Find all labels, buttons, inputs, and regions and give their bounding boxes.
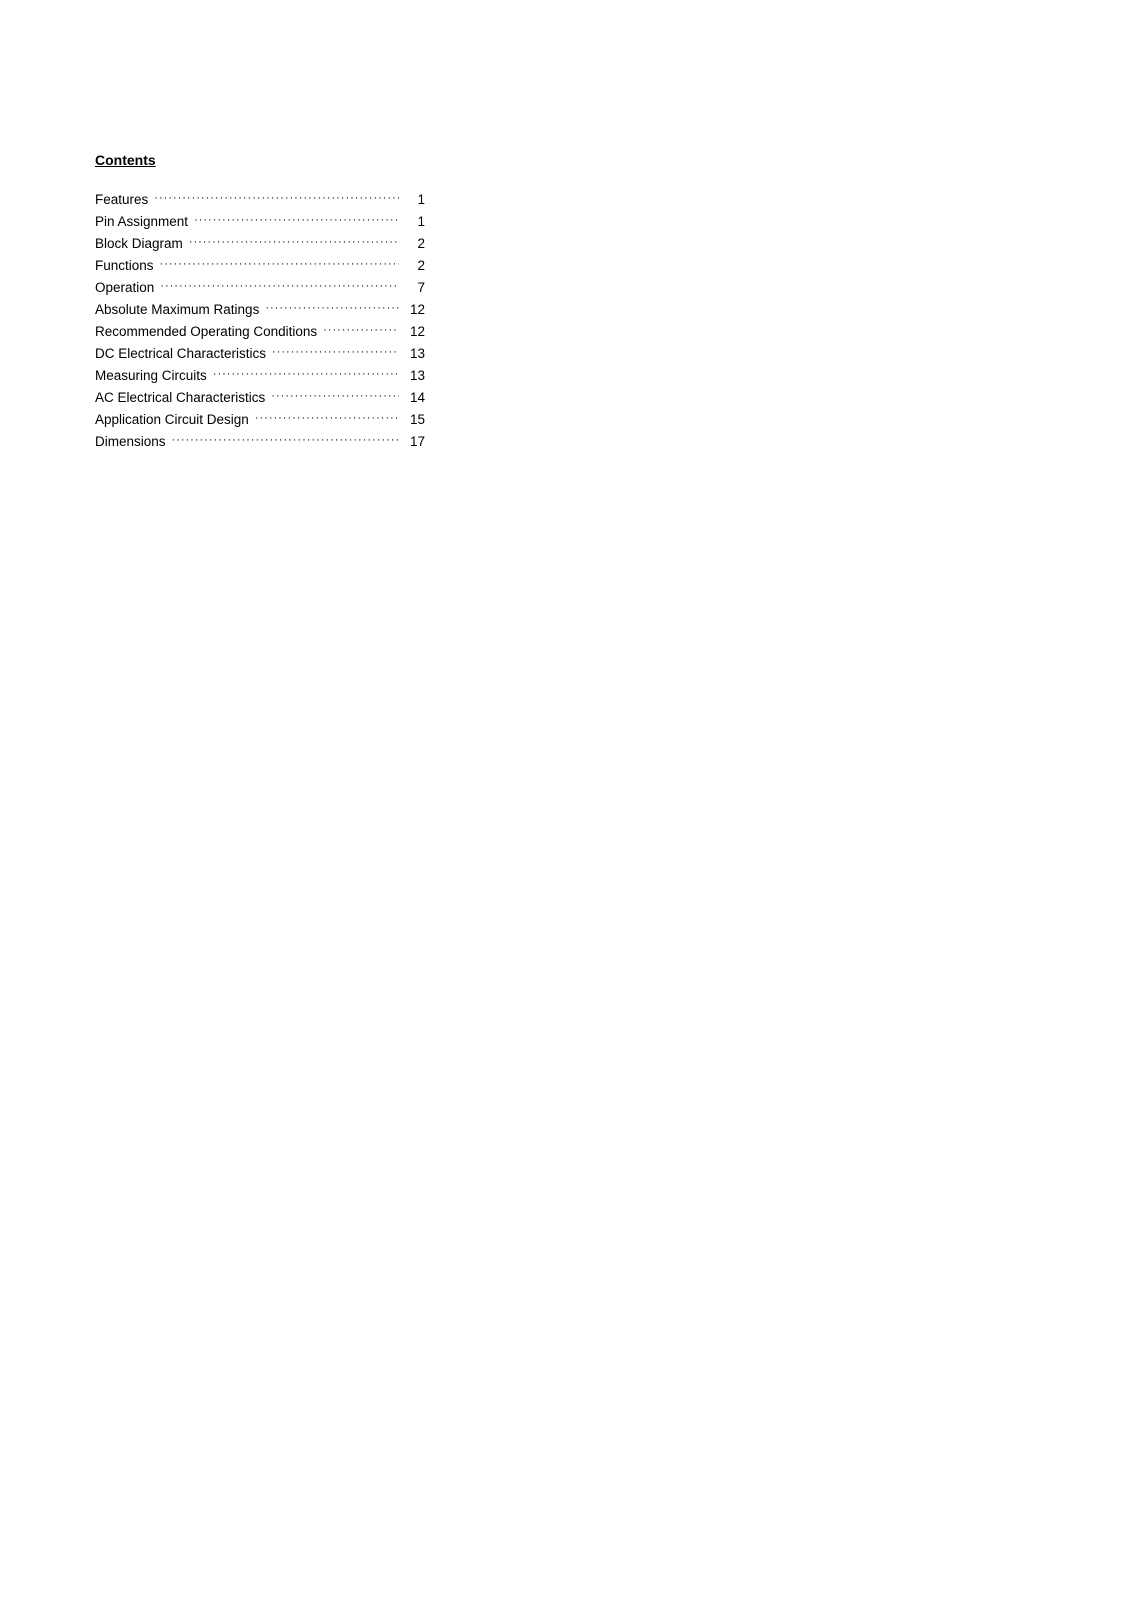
toc-page-number: 15 [403, 412, 425, 427]
toc-page-number: 1 [403, 192, 425, 207]
toc-label: Features [95, 192, 148, 207]
toc-row: Operation ·······························… [95, 280, 425, 295]
toc-label: Dimensions [95, 434, 166, 449]
table-of-contents: Features ································… [95, 192, 425, 449]
toc-leader-dots: ········································… [255, 412, 399, 424]
toc-row: Pin Assignment ··························… [95, 214, 425, 229]
toc-leader-dots: ········································… [172, 434, 399, 446]
toc-page-number: 2 [403, 258, 425, 273]
toc-row: Absolute Maximum Ratings ················… [95, 302, 425, 317]
toc-row: Functions ·······························… [95, 258, 425, 273]
toc-leader-dots: ········································… [271, 390, 399, 402]
toc-label: Pin Assignment [95, 214, 188, 229]
toc-row: DC Electrical Characteristics ···········… [95, 346, 425, 361]
toc-row: Application Circuit Design ··············… [95, 412, 425, 427]
toc-row: Measuring Circuits ······················… [95, 368, 425, 383]
toc-label: Application Circuit Design [95, 412, 249, 427]
toc-page-number: 14 [403, 390, 425, 405]
toc-leader-dots: ········································… [160, 280, 399, 292]
toc-leader-dots: ········································… [189, 236, 399, 248]
toc-leader-dots: ········································… [272, 346, 399, 358]
toc-row: Recommended Operating Conditions ········… [95, 324, 425, 339]
toc-page-number: 13 [403, 346, 425, 361]
toc-leader-dots: ········································… [160, 258, 399, 270]
toc-page-number: 17 [403, 434, 425, 449]
toc-row: Block Diagram ···························… [95, 236, 425, 251]
toc-label: Measuring Circuits [95, 368, 207, 383]
toc-page-number: 13 [403, 368, 425, 383]
toc-leader-dots: ········································… [154, 192, 399, 204]
toc-label: Block Diagram [95, 236, 183, 251]
toc-page-number: 2 [403, 236, 425, 251]
toc-leader-dots: ········································… [213, 368, 399, 380]
toc-page-number: 7 [403, 280, 425, 295]
toc-label: Absolute Maximum Ratings [95, 302, 259, 317]
toc-row: AC Electrical Characteristics ···········… [95, 390, 425, 405]
toc-row: Features ································… [95, 192, 425, 207]
toc-label: DC Electrical Characteristics [95, 346, 266, 361]
toc-row: Dimensions ······························… [95, 434, 425, 449]
toc-label: Operation [95, 280, 154, 295]
contents-page: Contents Features ·······················… [95, 152, 425, 456]
toc-page-number: 1 [403, 214, 425, 229]
contents-heading: Contents [95, 152, 425, 168]
toc-leader-dots: ········································… [265, 302, 399, 314]
toc-page-number: 12 [403, 302, 425, 317]
toc-label: Functions [95, 258, 154, 273]
toc-page-number: 12 [403, 324, 425, 339]
toc-label: AC Electrical Characteristics [95, 390, 265, 405]
toc-leader-dots: ········································… [323, 324, 399, 336]
toc-label: Recommended Operating Conditions [95, 324, 317, 339]
toc-leader-dots: ········································… [194, 214, 399, 226]
